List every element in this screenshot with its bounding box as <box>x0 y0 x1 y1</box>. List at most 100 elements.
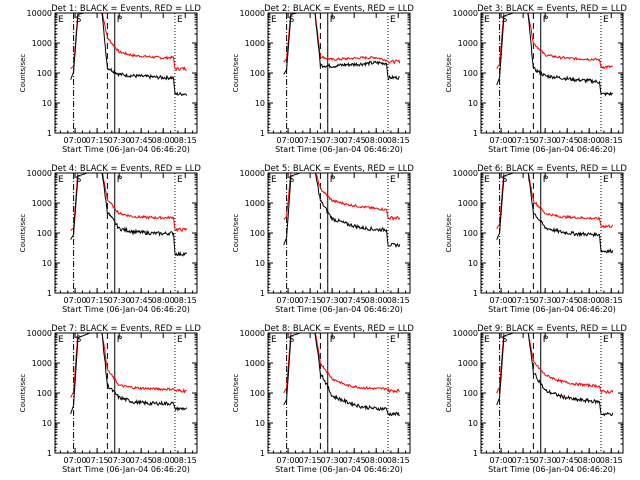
x-tick-label: 08:15 <box>387 456 410 465</box>
marker-label: S <box>502 175 508 185</box>
marker-label: E <box>390 335 396 345</box>
x-axis-label: Start Time (06-Jan-04 06:46:20) <box>488 145 616 154</box>
y-tick-label: 1000 <box>458 359 478 368</box>
panel-title: Det 7: BLACK = Events, RED = LLD <box>51 324 201 334</box>
marker-label: P <box>117 15 123 25</box>
y-tick-label: 1000 <box>458 39 478 48</box>
events-series-line-tail <box>174 91 188 97</box>
x-axis-label: Start Time (06-Jan-04 06:46:20) <box>488 305 616 314</box>
lld-series-line <box>283 173 389 220</box>
x-tick-label: 08:15 <box>174 296 197 305</box>
x-tick-label: 08:00 <box>578 296 601 305</box>
events-series-line-tail <box>600 411 614 417</box>
y-tick-label: 100 <box>37 229 52 238</box>
marker-label: S <box>76 335 82 345</box>
lld-series-line-tail <box>174 387 188 394</box>
events-series-line-tail <box>600 247 614 254</box>
marker-label: E <box>484 15 490 25</box>
marker-label: P <box>330 335 336 345</box>
y-tick-label: 10000 <box>240 329 265 338</box>
events-series-line <box>496 13 602 95</box>
x-tick-label: 07:30 <box>534 456 557 465</box>
marker-label: P <box>117 335 123 345</box>
x-tick-label: 08:15 <box>387 136 410 145</box>
y-tick-label: 10 <box>468 419 478 428</box>
y-axis-label: Counts/sec <box>19 374 27 413</box>
events-series-line-tail <box>387 411 401 417</box>
y-tick-label: 10000 <box>240 169 265 178</box>
plot-area <box>55 173 188 293</box>
marker-label: S <box>289 335 295 345</box>
marker-label: E <box>271 335 277 345</box>
x-axis-label: Start Time (06-Jan-04 06:46:20) <box>275 305 403 314</box>
x-tick-label: 08:00 <box>578 456 601 465</box>
y-tick-label: 10 <box>255 259 265 268</box>
x-tick-label: 07:45 <box>343 136 366 145</box>
y-tick-label: 1 <box>260 449 265 458</box>
y-tick-label: 10 <box>468 99 478 108</box>
marker-label: S <box>289 15 295 25</box>
y-tick-label: 100 <box>37 389 52 398</box>
marker-label: S <box>289 175 295 185</box>
y-tick-label: 10000 <box>27 329 52 338</box>
panel-title: Det 3: BLACK = Events, RED = LLD <box>477 4 627 14</box>
lld-series-line-tail <box>600 224 614 229</box>
y-tick-label: 1 <box>473 449 478 458</box>
lld-series-line <box>283 13 389 63</box>
marker-label: E <box>177 175 183 185</box>
lld-series-line-tail <box>174 66 187 72</box>
x-tick-label: 07:15 <box>86 136 109 145</box>
x-tick-label: 08:00 <box>152 136 175 145</box>
y-tick-label: 1 <box>47 129 52 138</box>
x-axis-label: Start Time (06-Jan-04 06:46:20) <box>275 465 403 474</box>
x-tick-label: 07:45 <box>343 296 366 305</box>
y-tick-label: 1000 <box>32 199 52 208</box>
y-tick-label: 10 <box>42 419 52 428</box>
panel-title: Det 1: BLACK = Events, RED = LLD <box>51 4 201 14</box>
plot-area <box>55 333 188 453</box>
plot-area <box>268 13 401 133</box>
x-tick-label: 07:30 <box>321 456 344 465</box>
marker-label: S <box>502 15 508 25</box>
panel-title: Det 6: BLACK = Events, RED = LLD <box>477 164 627 174</box>
marker-label: P <box>117 175 123 185</box>
lld-series-line-tail <box>600 389 614 394</box>
x-tick-label: 07:00 <box>490 296 513 305</box>
x-tick-label: 07:30 <box>534 296 557 305</box>
marker-label: P <box>543 335 549 345</box>
y-tick-label: 10 <box>42 259 52 268</box>
x-axis-label: Start Time (06-Jan-04 06:46:20) <box>62 465 190 474</box>
x-axis-label: Start Time (06-Jan-04 06:46:20) <box>488 465 616 474</box>
x-tick-label: 07:45 <box>130 456 153 465</box>
lld-series-line-tail <box>600 64 613 70</box>
x-tick-label: 07:30 <box>108 296 131 305</box>
y-tick-label: 1000 <box>245 199 265 208</box>
events-series-line-tail <box>174 250 188 257</box>
events-series-line <box>283 173 389 246</box>
x-tick-label: 08:15 <box>600 136 623 145</box>
marker-label: E <box>603 175 609 185</box>
events-series-line <box>70 13 176 95</box>
panel-title: Det 5: BLACK = Events, RED = LLD <box>264 164 414 174</box>
panel-title: Det 9: BLACK = Events, RED = LLD <box>477 324 627 334</box>
plot-area <box>481 173 614 293</box>
x-tick-label: 07:15 <box>86 456 109 465</box>
x-tick-label: 07:00 <box>490 136 513 145</box>
y-tick-label: 100 <box>37 69 52 78</box>
marker-label: E <box>603 335 609 345</box>
y-tick-label: 10000 <box>453 9 478 18</box>
events-series-line <box>496 173 602 252</box>
x-tick-label: 07:45 <box>130 136 153 145</box>
y-tick-label: 10000 <box>27 9 52 18</box>
y-tick-label: 10000 <box>27 169 52 178</box>
lld-series-line-tail <box>387 59 401 65</box>
events-series-line <box>283 333 389 415</box>
x-tick-label: 08:15 <box>600 456 623 465</box>
events-series-line <box>283 13 389 78</box>
y-tick-label: 1 <box>473 129 478 138</box>
x-tick-label: 08:15 <box>387 296 410 305</box>
x-tick-label: 07:00 <box>277 136 300 145</box>
